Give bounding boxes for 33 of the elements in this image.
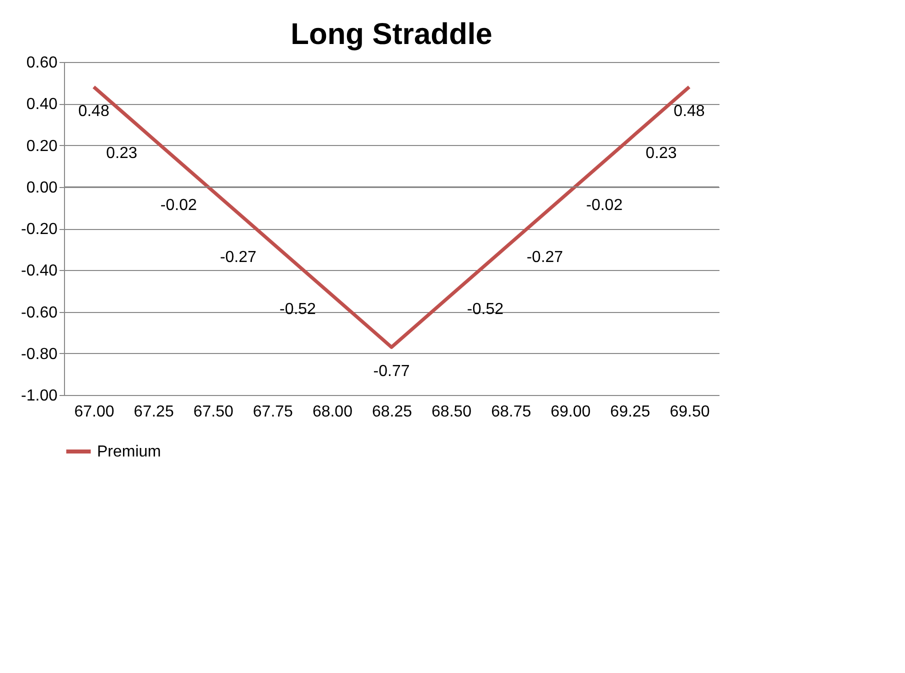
data-label: -0.27 <box>220 249 257 266</box>
x-tick-label: 67.00 <box>74 404 114 420</box>
y-tick-label: -0.40 <box>21 262 58 280</box>
x-tick-label: 69.25 <box>610 404 650 420</box>
x-tick-label: 68.25 <box>372 404 412 420</box>
y-tick-label: 0.00 <box>26 179 58 196</box>
x-tick-label: 67.50 <box>193 404 234 420</box>
data-label: -0.27 <box>526 249 564 266</box>
y-tick-label: 0.40 <box>26 96 58 114</box>
x-tick-label: 68.75 <box>491 404 532 420</box>
x-tick-label: 67.25 <box>134 404 174 420</box>
x-tick-label: 68.50 <box>432 404 472 420</box>
x-tick-label: 68.00 <box>312 404 353 420</box>
y-tick-label: -1.00 <box>21 388 58 404</box>
data-label: -0.52 <box>279 301 316 318</box>
y-tick-label: 0.60 <box>26 54 58 72</box>
x-tick-label: 67.75 <box>252 404 294 420</box>
y-tick-label: -0.20 <box>21 221 58 238</box>
data-label: -0.02 <box>586 197 623 214</box>
y-tick-label: 0.20 <box>26 138 58 155</box>
data-label: 0.48 <box>674 102 705 120</box>
y-tick-label: -0.80 <box>21 346 58 363</box>
data-label: -0.02 <box>160 197 197 214</box>
x-tick-label: 69.50 <box>670 404 710 420</box>
data-label: 0.23 <box>646 145 677 162</box>
data-label: 0.23 <box>106 145 138 162</box>
data-label: -0.77 <box>373 363 410 380</box>
y-tick-label: -0.60 <box>21 304 58 322</box>
data-label: -0.52 <box>467 301 504 318</box>
data-label: 0.48 <box>78 102 110 120</box>
legend-label: Premium <box>97 444 162 460</box>
x-tick-label: 69.00 <box>550 404 591 420</box>
chart-title: Long Straddle <box>290 18 492 51</box>
